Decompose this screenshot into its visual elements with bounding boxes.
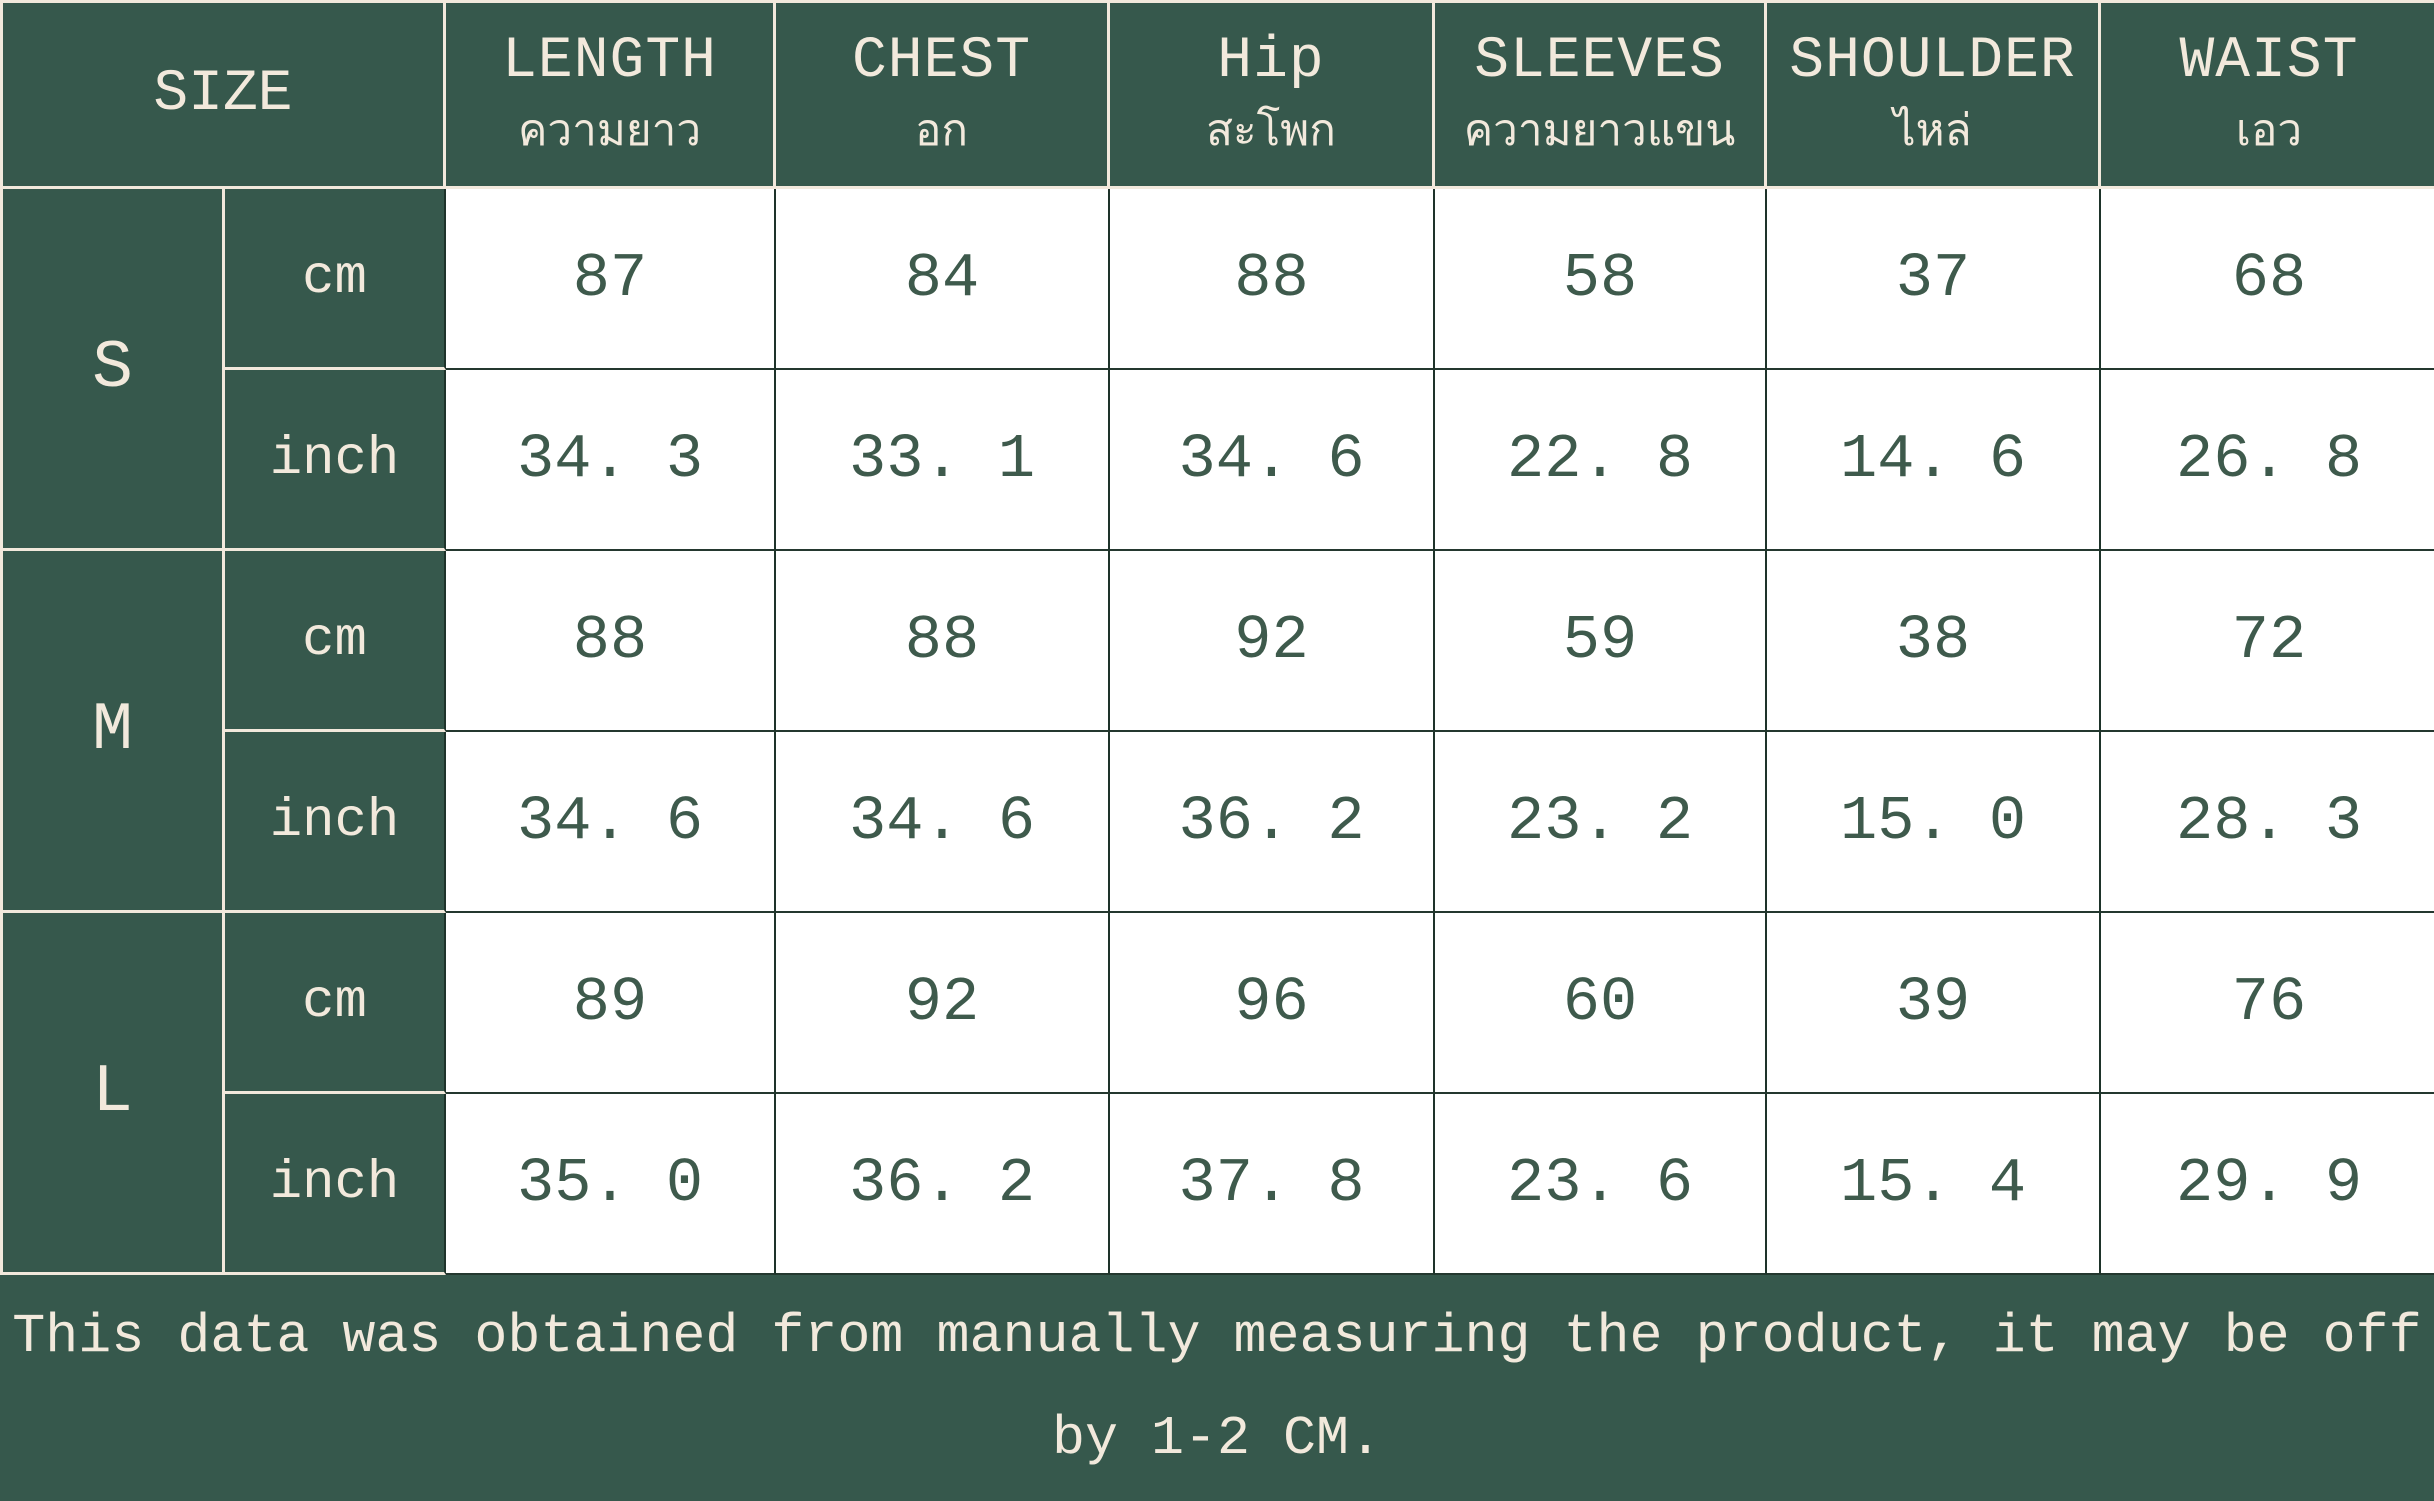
unit-cell-inch: inch (225, 1094, 447, 1275)
value-cell: 34. 6 (446, 732, 777, 913)
value-cell: 36. 2 (1110, 732, 1436, 913)
header-chest-cell: CHEST อก (776, 3, 1111, 189)
value-cell: 92 (1110, 551, 1436, 732)
header-hip-th: สะโพก (1206, 109, 1336, 160)
value-cell: 89 (446, 913, 777, 1094)
row-m-cm: M cm 88 88 92 59 38 72 (3, 551, 2434, 913)
size-cell-s: S (3, 189, 225, 551)
header-chest-en: CHEST (852, 29, 1032, 95)
value-cell: 38 (1767, 551, 2102, 732)
header-length-th: ความยาว (517, 109, 702, 160)
value-cell: 34. 6 (1110, 370, 1436, 551)
value-cell: 39 (1767, 913, 2102, 1094)
header-sleeves-en: SLEEVES (1474, 29, 1725, 95)
header-size-label: SIZE (153, 62, 293, 127)
value-cell: 35. 0 (446, 1094, 777, 1275)
footer-note-line-2: by 1-2 CM. (1051, 1407, 1383, 1470)
unit-cell-inch: inch (225, 732, 447, 913)
value-cell: 59 (1435, 551, 1768, 732)
value-cell: 15. 0 (1767, 732, 2102, 913)
value-cell: 88 (1110, 189, 1436, 370)
value-cell: 26. 8 (2101, 370, 2434, 551)
value-cell: 87 (446, 189, 777, 370)
header-length-cell: LENGTH ความยาว (446, 3, 777, 189)
value-cell: 76 (2101, 913, 2434, 1094)
header-hip-en: Hip (1217, 29, 1325, 95)
header-shoulder-cell: SHOULDER ไหล่ (1767, 3, 2102, 189)
header-size-cell: SIZE (3, 3, 447, 189)
footer-note-line-1: This data was obtained from manually mea… (12, 1305, 2422, 1369)
header-waist-cell: WAIST เอว (2101, 3, 2434, 189)
size-cell-l: L (3, 913, 225, 1275)
value-cell: 88 (776, 551, 1111, 732)
unit-cell-cm: cm (225, 189, 447, 370)
header-length-en: LENGTH (502, 29, 717, 95)
row-s-inch: inch 34. 3 33. 1 34. 6 22. 8 14. 6 26. 8 (3, 370, 2434, 551)
size-table: SIZE LENGTH ความยาว CHEST อก Hip สะโพก S… (0, 0, 2434, 1275)
header-hip-cell: Hip สะโพก (1110, 3, 1436, 189)
value-cell: 92 (776, 913, 1111, 1094)
value-cell: 33. 1 (776, 370, 1111, 551)
row-l-cm: L cm 89 92 96 60 39 76 (3, 913, 2434, 1275)
value-cell: 84 (776, 189, 1111, 370)
value-cell: 23. 6 (1435, 1094, 1768, 1275)
value-cell: 34. 6 (776, 732, 1111, 913)
value-cell: 29. 9 (2101, 1094, 2434, 1275)
header-waist-th: เอว (2235, 109, 2303, 160)
value-cell: 58 (1435, 189, 1768, 370)
unit-cell-cm: cm (225, 551, 447, 732)
value-cell: 88 (446, 551, 777, 732)
value-cell: 23. 2 (1435, 732, 1768, 913)
value-cell: 72 (2101, 551, 2434, 732)
row-m-inch: inch 34. 6 34. 6 36. 2 23. 2 15. 0 28. 3 (3, 732, 2434, 913)
value-cell: 96 (1110, 913, 1436, 1094)
size-cell-m: M (3, 551, 225, 913)
value-cell: 37 (1767, 189, 2102, 370)
value-cell: 60 (1435, 913, 1768, 1094)
value-cell: 34. 3 (446, 370, 777, 551)
value-cell: 68 (2101, 189, 2434, 370)
value-cell: 22. 8 (1435, 370, 1768, 551)
header-shoulder-th: ไหล่ (1893, 109, 1972, 160)
footer-note: This data was obtained from manually mea… (0, 1275, 2434, 1501)
value-cell: 37. 8 (1110, 1094, 1436, 1275)
value-cell: 36. 2 (776, 1094, 1111, 1275)
unit-cell-cm: cm (225, 913, 447, 1094)
header-chest-th: อก (914, 109, 969, 160)
value-cell: 28. 3 (2101, 732, 2434, 913)
row-s-cm: S cm 87 84 88 58 37 68 (3, 189, 2434, 551)
header-row: SIZE LENGTH ความยาว CHEST อก Hip สะโพก S… (3, 3, 2434, 189)
value-cell: 14. 6 (1767, 370, 2102, 551)
unit-cell-inch: inch (225, 370, 447, 551)
row-l-inch: inch 35. 0 36. 2 37. 8 23. 6 15. 4 29. 9 (3, 1094, 2434, 1275)
header-sleeves-cell: SLEEVES ความยาวแขน (1435, 3, 1768, 189)
header-shoulder-en: SHOULDER (1789, 29, 2076, 95)
value-cell: 15. 4 (1767, 1094, 2102, 1275)
header-sleeves-th: ความยาวแขน (1463, 109, 1736, 160)
header-waist-en: WAIST (2179, 29, 2359, 95)
